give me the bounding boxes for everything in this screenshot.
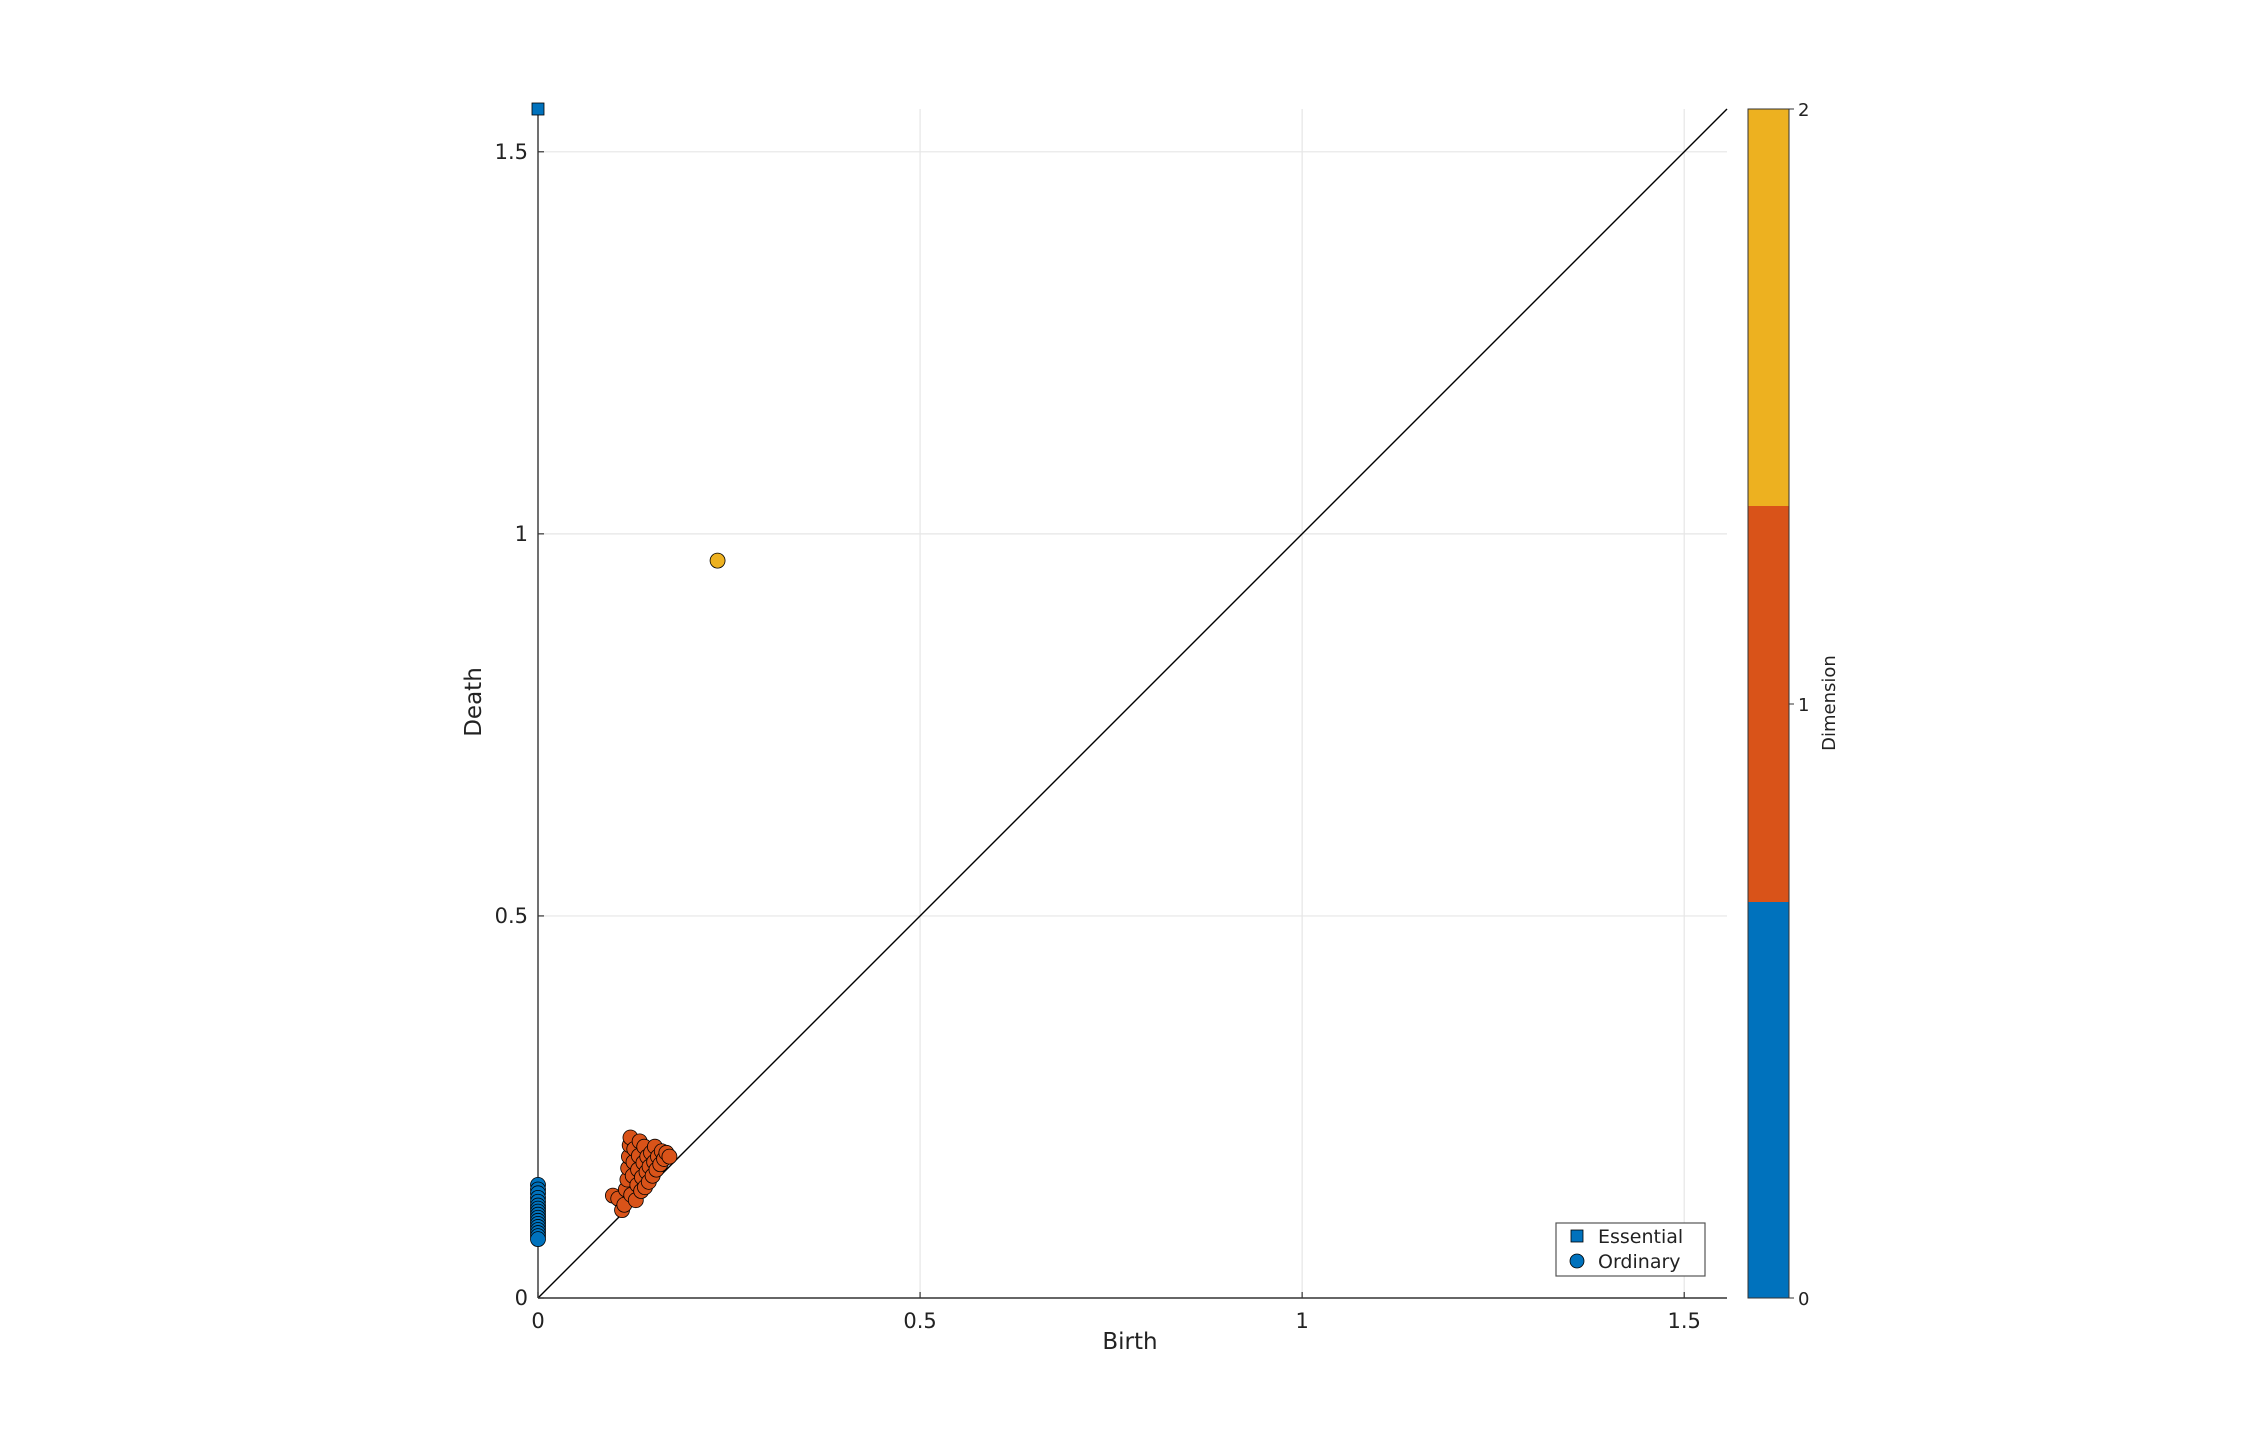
colorbar-tick-label-2: 2 bbox=[1798, 100, 1809, 121]
colorbar-tick-label-0: 0 bbox=[1798, 1289, 1809, 1310]
legend: Essential Ordinary bbox=[1555, 1222, 1706, 1277]
legend-label-essential: Essential bbox=[1598, 1226, 1683, 1248]
colorbar-tick-label-1: 1 bbox=[1798, 695, 1809, 716]
y-tick-label-3: 1.5 bbox=[495, 140, 528, 164]
legend-circle-marker bbox=[1569, 1253, 1585, 1269]
ordinary-point-dim1-38 bbox=[661, 1148, 678, 1165]
grid-lines bbox=[538, 109, 1727, 1298]
colorbar-segment-0 bbox=[1748, 902, 1789, 1298]
data-points bbox=[530, 102, 726, 1248]
x-axis-label: Birth bbox=[1102, 1329, 1157, 1355]
essential-point-dim0-0 bbox=[531, 102, 545, 116]
colorbar-segment-1 bbox=[1748, 506, 1789, 902]
colorbar-label: Dimension bbox=[1819, 655, 1840, 751]
x-tick-label-0: 0 bbox=[531, 1309, 544, 1333]
x-tick-label-2: 1 bbox=[1295, 1309, 1308, 1333]
axes bbox=[537, 109, 1727, 1299]
legend-square-marker bbox=[1570, 1229, 1584, 1243]
legend-label-ordinary: Ordinary bbox=[1598, 1251, 1681, 1273]
colorbar: 2 1 0 Dimension bbox=[1747, 100, 1840, 1310]
diagonal-line bbox=[537, 108, 1728, 1299]
y-tick-label-1: 0.5 bbox=[495, 904, 528, 928]
colorbar-segment-2 bbox=[1748, 109, 1789, 506]
y-axis-label: Death bbox=[461, 667, 487, 737]
y-tick-label-0: 0 bbox=[515, 1286, 528, 1310]
y-tick-label-2: 1 bbox=[515, 522, 528, 546]
x-tick-label-1: 0.5 bbox=[903, 1309, 936, 1333]
ordinary-point-dim0-16 bbox=[530, 1231, 546, 1248]
x-tick-label-3: 1.5 bbox=[1668, 1309, 1701, 1333]
tick-labels: 0 0.5 1 1.5 0 0.5 1 1.5 bbox=[495, 140, 1701, 1333]
ordinary-point-dim2-0 bbox=[709, 552, 726, 569]
